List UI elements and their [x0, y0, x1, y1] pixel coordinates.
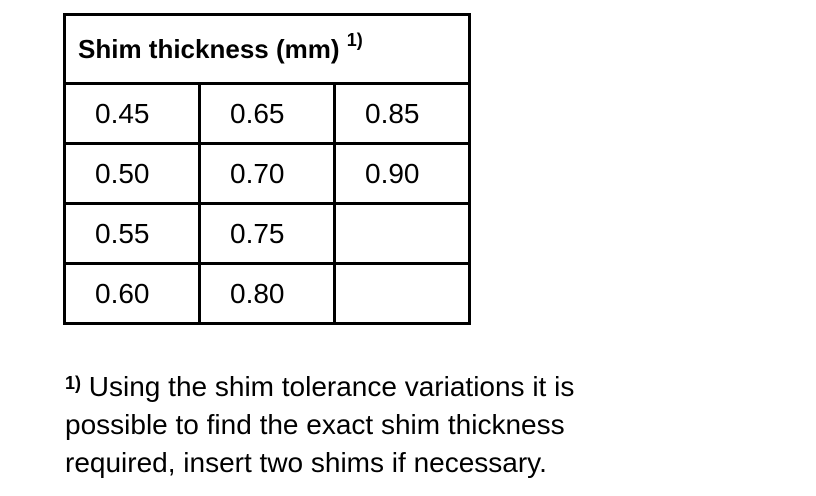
table-cell: 0.75	[198, 202, 336, 265]
table-cell	[333, 202, 471, 265]
header-cell: Shim thickness (mm) 1)	[63, 13, 471, 85]
table-cell: 0.70	[198, 142, 336, 205]
table-cell: 0.55	[63, 202, 201, 265]
footnote-line: possible to find the exact shim thicknes…	[65, 406, 574, 444]
table-cell: 0.80	[198, 262, 336, 325]
table-cell	[333, 262, 471, 325]
footnote-text: Using the shim tolerance variations it i…	[88, 371, 575, 402]
table-row: 0.50 0.70 0.90	[63, 142, 471, 205]
table-cell: 0.85	[333, 82, 471, 145]
footnote: 1) Using the shim tolerance variations i…	[65, 368, 574, 482]
table-row: 0.60 0.80	[63, 262, 471, 325]
table-cell: 0.60	[63, 262, 201, 325]
shim-table: Shim thickness (mm) 1) 0.45 0.65 0.85 0.50 0…	[63, 13, 471, 325]
table-cell: 0.45	[63, 82, 201, 145]
table-row: 0.55 0.75	[63, 202, 471, 265]
footnote-text: possible to find the exact shim thicknes…	[65, 409, 565, 440]
table-cell: 0.90	[333, 142, 471, 205]
table-cell: 0.50	[63, 142, 201, 205]
footnote-mark: 1)	[65, 373, 82, 393]
footnote-ref: 1)	[346, 29, 363, 50]
header-row: Shim thickness (mm) 1)	[63, 13, 471, 85]
footnote-line: required, insert two shims if necessary.	[65, 444, 574, 482]
footnote-text: required, insert two shims if necessary.	[65, 447, 547, 478]
table-body: Shim thickness (mm) 1) 0.45 0.65 0.85 0.50 0…	[63, 13, 471, 325]
table-cell: 0.65	[198, 82, 336, 145]
header-title: Shim thickness (mm)	[78, 33, 340, 64]
footnote-line: 1) Using the shim tolerance variations i…	[65, 368, 574, 406]
table-row: 0.45 0.65 0.85	[63, 82, 471, 145]
